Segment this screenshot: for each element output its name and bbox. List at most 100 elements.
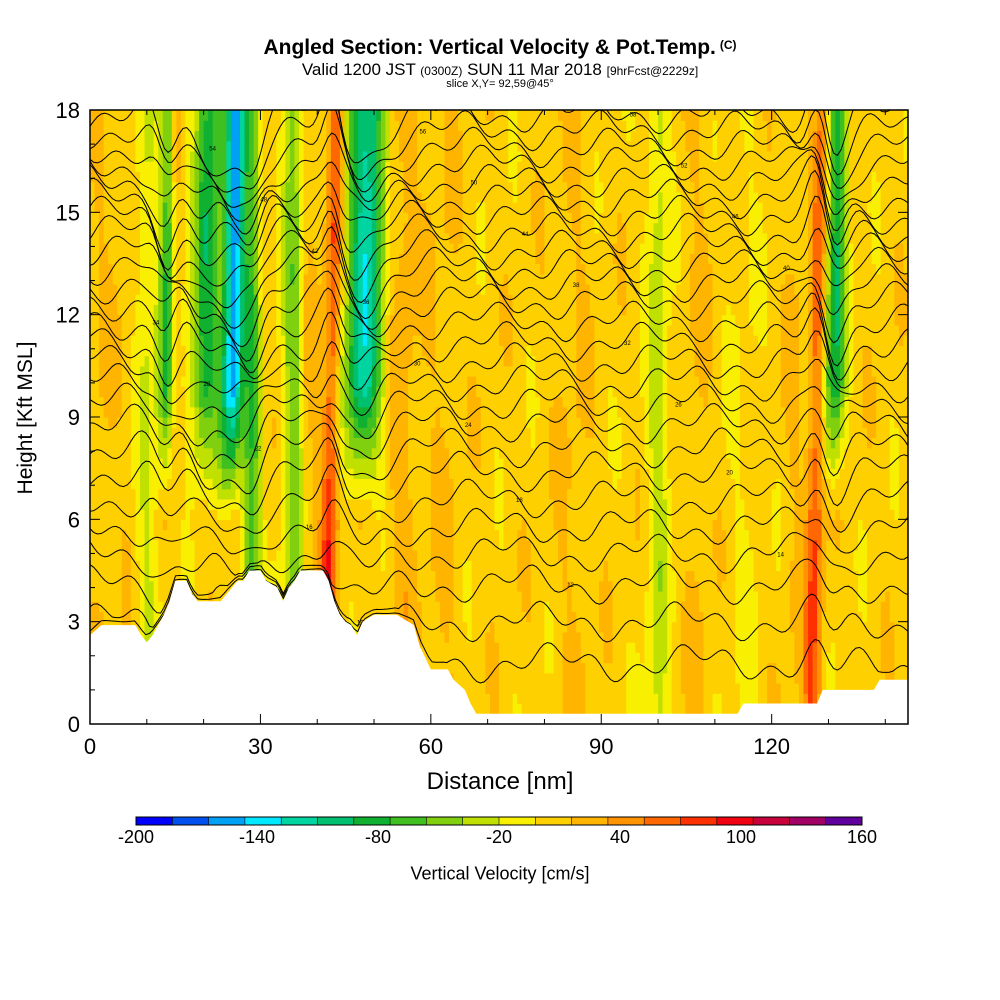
- y-tick-label: 9: [68, 405, 80, 430]
- theta-contour-label: 18: [516, 498, 523, 504]
- terrain: [90, 570, 908, 724]
- theta-contour-58: [90, 110, 892, 178]
- y-tick-label: 6: [68, 507, 80, 532]
- theta-contour-24: [90, 402, 908, 469]
- y-tick-label: 12: [56, 303, 80, 328]
- theta-contour-label: 36: [363, 300, 370, 306]
- y-tick-label: 18: [56, 98, 80, 123]
- theta-contour-44: [90, 195, 908, 287]
- colorbar-swatch: [644, 817, 681, 825]
- theta-contour-30: [90, 330, 908, 405]
- colorbar-swatch: [462, 817, 500, 825]
- theta-contour-52: [90, 132, 908, 222]
- theta-contour-48: [90, 155, 908, 254]
- colorbar-tick-label: -140: [239, 827, 275, 847]
- theta-contour-label: 32: [624, 341, 631, 347]
- theta-contour-label: 38: [573, 283, 580, 289]
- theta-contour-label: 56: [420, 130, 427, 136]
- colorbar-tick-label: -20: [486, 827, 512, 847]
- copyright-mark: (C): [719, 38, 737, 52]
- colorbar-swatch: [535, 817, 572, 825]
- y-tick-label: 3: [68, 610, 80, 635]
- chart-title: Angled Section: Vertical Velocity & Pot.…: [263, 36, 737, 59]
- theta-contour-label: 30: [414, 361, 421, 367]
- theta-contour-10: [90, 568, 908, 643]
- terrain-mask: [90, 570, 908, 724]
- chart-subtitle: Valid 1200 JST (0300Z) SUN 11 Mar 2018 […: [301, 60, 699, 79]
- colorbar-tick-label: -80: [365, 827, 391, 847]
- theta-contour-20: [90, 436, 908, 516]
- colorbar-swatch: [172, 817, 209, 825]
- y-tick-label: 15: [56, 200, 80, 225]
- theta-contour-50: [90, 149, 908, 235]
- colorbar-swatch: [499, 817, 536, 825]
- y-tick-label: 0: [68, 712, 80, 737]
- theta-contour-28: [90, 359, 908, 420]
- colorbar-swatch: [281, 817, 318, 825]
- x-tick-label: 0: [84, 734, 96, 759]
- x-axis-title: Distance [nm]: [426, 768, 574, 795]
- theta-contour-label: 24: [465, 423, 472, 429]
- colorbar-swatch: [136, 817, 173, 825]
- theta-contour-label: 50: [471, 181, 478, 187]
- x-tick-label: 120: [753, 734, 790, 759]
- theta-contour-38: [90, 259, 908, 348]
- colorbar-swatch: [353, 817, 391, 825]
- x-tick-label: 30: [248, 734, 272, 759]
- colorbar-swatch: [680, 817, 718, 825]
- theta-contour-14: [90, 532, 908, 578]
- colorbar-swatch: [390, 817, 427, 825]
- theta-contour-12: [90, 558, 908, 614]
- theta-contour-26: [90, 382, 908, 447]
- theta-contour-label: 52: [681, 164, 688, 170]
- colorbar-swatch: [716, 817, 754, 825]
- x-tick-label: 60: [419, 734, 443, 759]
- theta-contour-label: 12: [567, 583, 574, 589]
- theta-contour-label: 58: [630, 112, 637, 118]
- theta-contour-label: 42: [312, 249, 319, 255]
- colorbar-tick-label: 100: [726, 827, 756, 847]
- colorbar-title: Vertical Velocity [cm/s]: [410, 863, 590, 884]
- colorbar-swatch: [753, 817, 790, 825]
- colorbar-tick-label: 40: [610, 827, 630, 847]
- theta-contour-56: [90, 110, 908, 193]
- colorbar-swatch: [208, 817, 246, 825]
- x-tick-label: 90: [589, 734, 613, 759]
- theta-contour-54: [90, 110, 908, 208]
- colorbar-swatch: [317, 817, 355, 825]
- potential-temperature-contours: 8101214161820222426283032343638404244464…: [90, 110, 908, 684]
- colorbar-swatch: [607, 817, 645, 825]
- theta-contour-32: [90, 307, 908, 387]
- theta-contour-label: 20: [726, 471, 733, 477]
- theta-contour-label: 54: [209, 147, 216, 153]
- theta-contour-label: 22: [255, 447, 262, 453]
- slice-info: slice X,Y= 92,59@45°: [446, 78, 554, 90]
- theta-contour-label: 44: [522, 232, 529, 238]
- theta-contour-42: [90, 226, 908, 309]
- theta-contour-18: [90, 463, 908, 534]
- colorbar-swatch: [571, 817, 609, 825]
- theta-contour-label: 28: [204, 382, 211, 388]
- theta-contour-36: [90, 270, 908, 362]
- theta-contour-label: 10: [357, 621, 364, 627]
- colorbar-tick-label: 160: [847, 827, 877, 847]
- colorbar-swatch: [244, 817, 282, 825]
- theta-contour-16: [90, 499, 908, 555]
- theta-contour-label: 40: [783, 266, 790, 272]
- colorbar-swatch: [789, 817, 826, 825]
- theta-contour-label: 14: [777, 552, 784, 558]
- colorbar-swatch: [426, 817, 463, 825]
- colorbar-tick-label: -200: [118, 827, 154, 847]
- colorbar: -200 -140 -80 -20 40 100 160: [118, 816, 877, 847]
- theta-contour-22: [90, 422, 908, 495]
- theta-contour-label: 48: [260, 198, 267, 204]
- y-axis-title: Height [Kft MSL]: [14, 341, 37, 495]
- theta-contour-34: [90, 287, 908, 374]
- theta-contour-46: [90, 169, 908, 271]
- theta-contour-40: [90, 243, 908, 329]
- colorbar-swatch: [825, 817, 863, 825]
- theta-contour-label: 16: [306, 525, 313, 531]
- theta-contour-label: 26: [675, 402, 682, 408]
